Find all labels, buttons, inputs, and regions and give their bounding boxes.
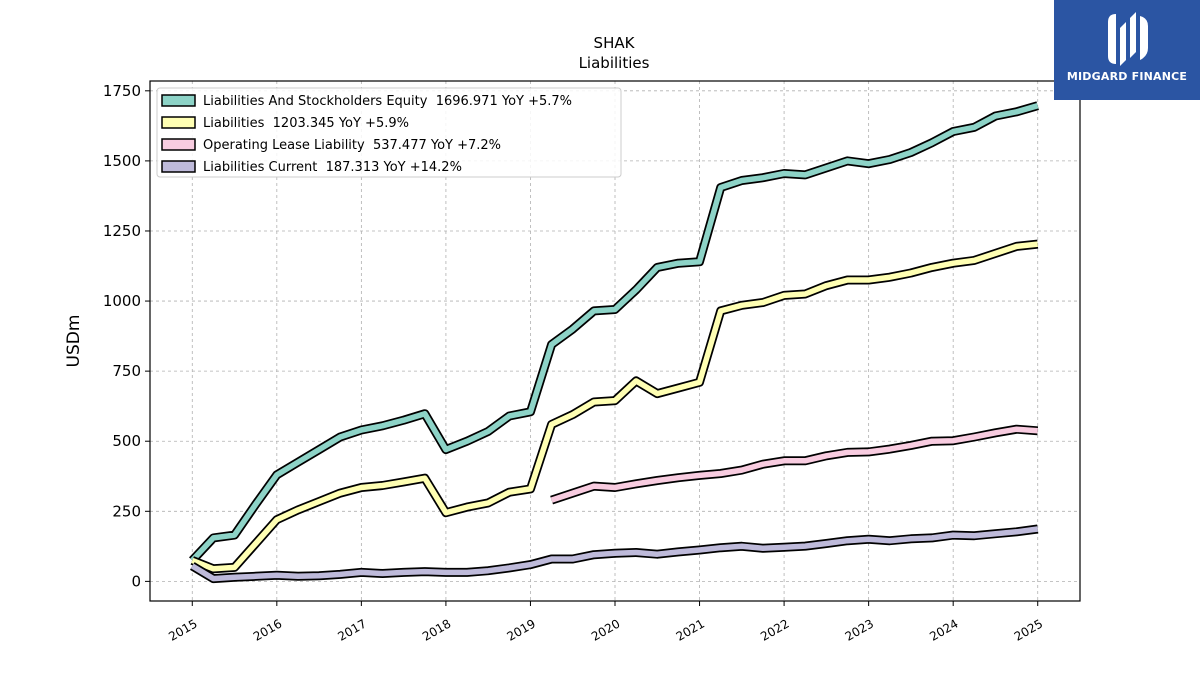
legend: Liabilities And Stockholders Equity 1696… — [156, 87, 622, 178]
x-tick-label: 2025 — [1012, 616, 1045, 643]
series-line — [190, 103, 1039, 563]
x-tick-label: 2015 — [166, 616, 199, 643]
series-2 — [550, 424, 1039, 505]
x-tick-label: 2021 — [674, 616, 707, 643]
x-tick-label: 2018 — [420, 616, 453, 643]
x-tick-label: 2017 — [335, 616, 368, 643]
series-0 — [189, 101, 1039, 564]
legend-swatch — [161, 94, 196, 107]
series-line — [190, 526, 1039, 582]
legend-label: Liabilities And Stockholders Equity 1696… — [203, 94, 572, 109]
legend-item: Liabilities 1203.345 YoY +5.9% — [161, 116, 409, 131]
legend-box — [156, 87, 622, 178]
y-tick-label: 1500 — [103, 152, 141, 170]
legend-item: Liabilities Current 187.313 YoY +14.2% — [161, 160, 462, 175]
x-tick-label: 2016 — [251, 616, 284, 643]
x-tick-label: 2023 — [843, 616, 876, 643]
legend-label: Operating Lease Liability 537.477 YoY +7… — [203, 138, 501, 153]
y-tick-label: 250 — [112, 502, 141, 520]
series-lines — [189, 101, 1039, 584]
legend-swatch — [161, 116, 196, 129]
legend-label: Liabilities Current 187.313 YoY +14.2% — [203, 160, 462, 175]
x-tick-label: 2024 — [927, 616, 960, 643]
legend-label: Liabilities 1203.345 YoY +5.9% — [203, 116, 409, 131]
chart-title: SHAK — [594, 34, 636, 52]
x-tick-label: 2020 — [589, 616, 622, 643]
y-tick-label: 1250 — [103, 222, 141, 240]
series-3 — [189, 524, 1039, 584]
legend-swatch — [161, 138, 196, 151]
series-line — [191, 241, 1038, 572]
y-axis: 0 250 500 750 1000 1250 1500 1750 — [103, 82, 150, 590]
legend-item: Operating Lease Liability 537.477 YoY +7… — [161, 138, 501, 153]
logo-mark-icon — [1108, 12, 1148, 66]
y-tick-label: 500 — [112, 432, 141, 450]
y-tick-label: 750 — [112, 362, 141, 380]
legend-item: Liabilities And Stockholders Equity 1696… — [161, 94, 572, 109]
series-line — [550, 426, 1038, 503]
chart-subtitle: Liabilities — [579, 54, 650, 72]
y-tick-label: 0 — [131, 572, 141, 590]
y-tick-label: 1750 — [103, 82, 141, 100]
legend-swatch — [161, 160, 196, 173]
brand-name: MIDGARD FINANCE — [1066, 70, 1188, 83]
series-1 — [190, 239, 1039, 574]
y-axis-label: USDm — [64, 315, 84, 368]
y-tick-label: 1000 — [103, 292, 141, 310]
x-tick-label: 2022 — [758, 616, 791, 643]
brand-logo: MIDGARD FINANCE — [1054, 0, 1200, 100]
x-tick-label: 2019 — [505, 616, 538, 643]
x-axis: 2015 2016 2017 2018 2019 2020 2021 2022 2023 2024… — [166, 601, 1045, 644]
